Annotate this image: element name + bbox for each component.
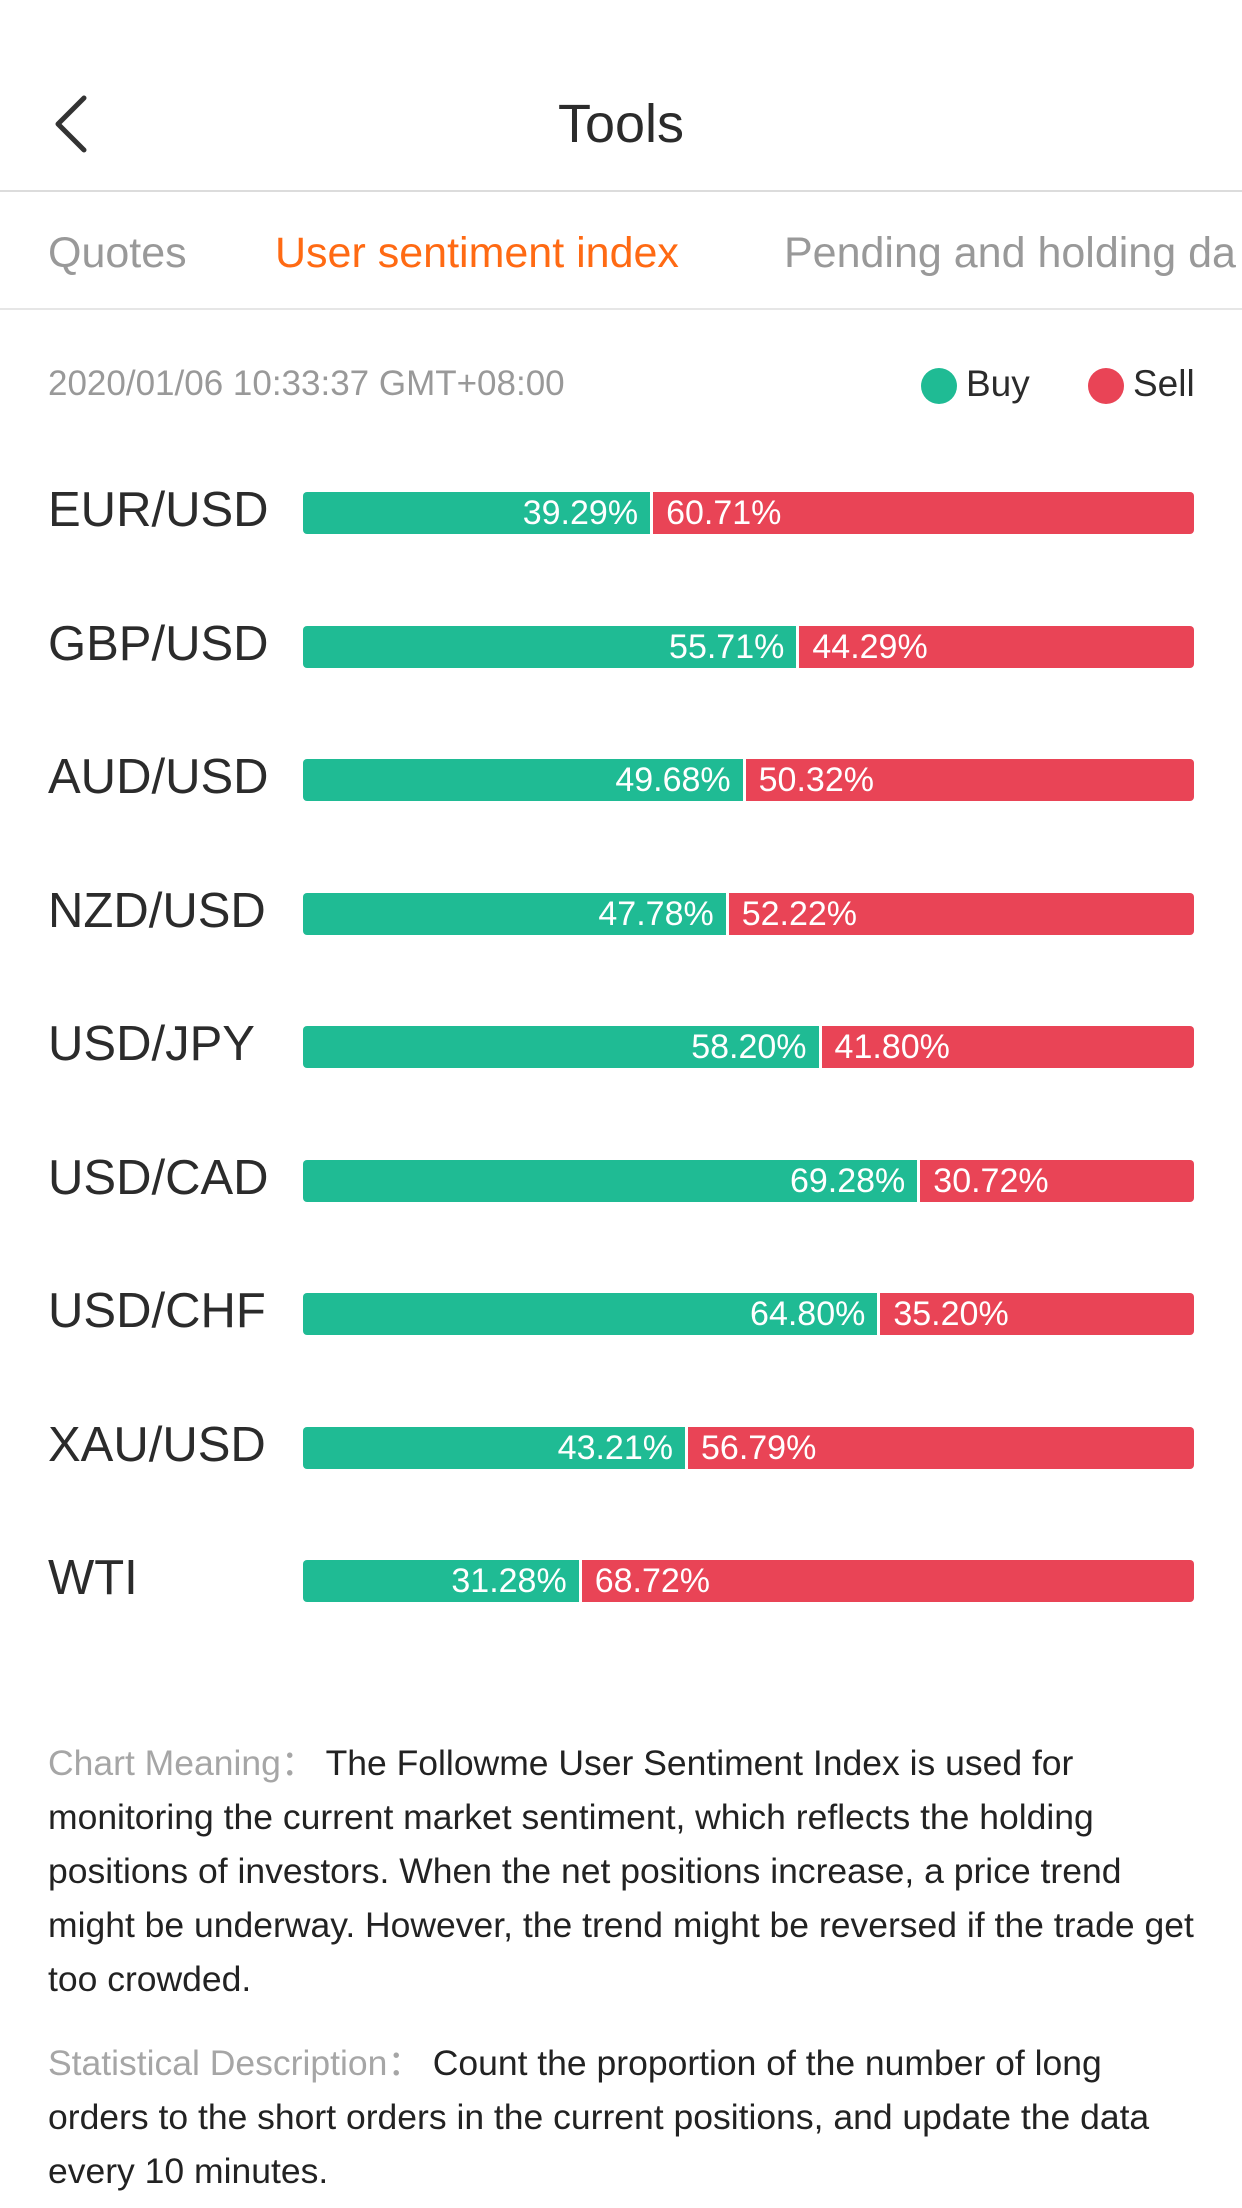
sell-segment: 50.32% xyxy=(745,759,1194,801)
pair-label: AUD/USD xyxy=(48,750,269,804)
buy-segment: 58.20% xyxy=(303,1026,822,1068)
statistical-description: Statistical Description： Count the propo… xyxy=(48,2036,1198,2198)
sell-percent: 68.72% xyxy=(594,1562,711,1600)
buy-dot-icon xyxy=(921,368,957,404)
sell-percent: 35.20% xyxy=(893,1295,1009,1333)
sentiment-row: NZD/USD 47.78% 52.22% xyxy=(0,871,1242,951)
sell-segment: 41.80% xyxy=(821,1026,1194,1068)
chevron-left-icon xyxy=(55,95,87,153)
tab-quotes[interactable]: Quotes xyxy=(48,229,187,277)
pair-label: USD/JPY xyxy=(48,1017,255,1071)
buy-percent: 47.78% xyxy=(598,894,714,933)
tab-bar: Quotes User sentiment index Pending and … xyxy=(0,192,1242,310)
pair-label: XAU/USD xyxy=(48,1417,266,1472)
sentiment-bar: 47.78% 52.22% xyxy=(303,892,1194,935)
app-header: Tools xyxy=(0,0,1242,192)
sell-percent: 52.22% xyxy=(741,894,858,933)
sentiment-bar: 31.28% 68.72% xyxy=(303,1560,1194,1602)
pair-label: EUR/USD xyxy=(48,483,269,537)
legend-sell: Sell xyxy=(1088,362,1198,406)
sell-percent: 56.79% xyxy=(701,1428,817,1467)
sell-segment: 60.71% xyxy=(653,492,1194,534)
chart-meaning-description: Chart Meaning： The Followme User Sentime… xyxy=(48,1736,1198,2006)
sentiment-row: EUR/USD 39.29% 60.71% xyxy=(0,470,1242,550)
sentiment-bar: 58.20% 41.80% xyxy=(303,1026,1194,1068)
pair-label: USD/CHF xyxy=(48,1284,266,1338)
sentiment-bar: 69.28% 30.72% xyxy=(303,1159,1194,1202)
chart-meaning-text: The Followme User Sentiment Index is use… xyxy=(48,1743,1194,1999)
sentiment-bar: 64.80% 35.20% xyxy=(303,1293,1194,1335)
page-title: Tools xyxy=(557,94,685,154)
sell-percent: 30.72% xyxy=(933,1161,1049,1200)
sell-segment: 68.72% xyxy=(581,1560,1194,1602)
back-button[interactable] xyxy=(40,88,110,158)
chart-meaning-label: Chart Meaning： xyxy=(48,1743,326,1783)
sell-segment: 56.79% xyxy=(688,1426,1194,1469)
buy-percent: 43.21% xyxy=(557,1428,673,1467)
sentiment-row: WTI 31.28% 68.72% xyxy=(0,1538,1242,1618)
buy-percent: 39.29% xyxy=(522,494,639,532)
buy-segment: 39.29% xyxy=(303,492,654,534)
sell-percent: 50.32% xyxy=(758,761,874,799)
legend-sell-label: Sell xyxy=(1133,363,1195,404)
buy-segment: 64.80% xyxy=(303,1293,881,1335)
buy-segment: 31.28% xyxy=(303,1560,582,1602)
update-timestamp: 2020/01/06 10:33:37 GMT+08:00 xyxy=(48,364,565,403)
legend-buy: Buy xyxy=(921,362,1031,406)
sell-segment: 44.29% xyxy=(799,625,1194,668)
buy-segment: 43.21% xyxy=(303,1426,688,1469)
sentiment-row: USD/CAD 69.28% 30.72% xyxy=(0,1138,1242,1218)
buy-segment: 69.28% xyxy=(303,1159,921,1202)
buy-segment: 55.71% xyxy=(303,625,800,668)
tab-pending-and-holding-data[interactable]: Pending and holding da xyxy=(784,229,1236,277)
pair-label: GBP/USD xyxy=(48,616,269,671)
sentiment-row: XAU/USD 43.21% 56.79% xyxy=(0,1405,1242,1485)
buy-percent: 31.28% xyxy=(451,1562,567,1600)
buy-segment: 47.78% xyxy=(303,892,729,935)
sell-percent: 60.71% xyxy=(666,494,782,532)
sentiment-row: GBP/USD 55.71% 44.29% xyxy=(0,604,1242,684)
tab-user-sentiment-index[interactable]: User sentiment index xyxy=(275,229,679,277)
buy-percent: 55.71% xyxy=(669,627,785,666)
sell-dot-icon xyxy=(1088,368,1124,404)
sentiment-row: USD/CHF 64.80% 35.20% xyxy=(0,1271,1242,1351)
sentiment-bar: 39.29% 60.71% xyxy=(303,492,1194,534)
sell-segment: 52.22% xyxy=(728,892,1194,935)
sentiment-row: USD/JPY 58.20% 41.80% xyxy=(0,1004,1242,1084)
sentiment-bar: 43.21% 56.79% xyxy=(303,1426,1194,1469)
buy-segment: 49.68% xyxy=(303,759,746,801)
sentiment-bar: 55.71% 44.29% xyxy=(303,625,1194,668)
buy-percent: 64.80% xyxy=(750,1295,866,1333)
pair-label: NZD/USD xyxy=(48,883,266,938)
sell-percent: 41.80% xyxy=(834,1028,950,1066)
sentiment-row: AUD/USD 49.68% 50.32% xyxy=(0,737,1242,817)
sell-segment: 30.72% xyxy=(920,1159,1194,1202)
buy-percent: 69.28% xyxy=(789,1161,906,1200)
legend-buy-label: Buy xyxy=(966,363,1030,404)
statistical-description-label: Statistical Description： xyxy=(48,2043,433,2083)
statistical-description-text: Count the proportion of the number of lo… xyxy=(48,2043,1150,2191)
sell-percent: 44.29% xyxy=(812,627,928,666)
buy-percent: 58.20% xyxy=(691,1028,807,1066)
sell-segment: 35.20% xyxy=(880,1293,1194,1335)
buy-percent: 49.68% xyxy=(615,761,731,799)
sentiment-bar: 49.68% 50.32% xyxy=(303,759,1194,801)
pair-label: USD/CAD xyxy=(48,1150,269,1205)
pair-label: WTI xyxy=(48,1551,138,1605)
